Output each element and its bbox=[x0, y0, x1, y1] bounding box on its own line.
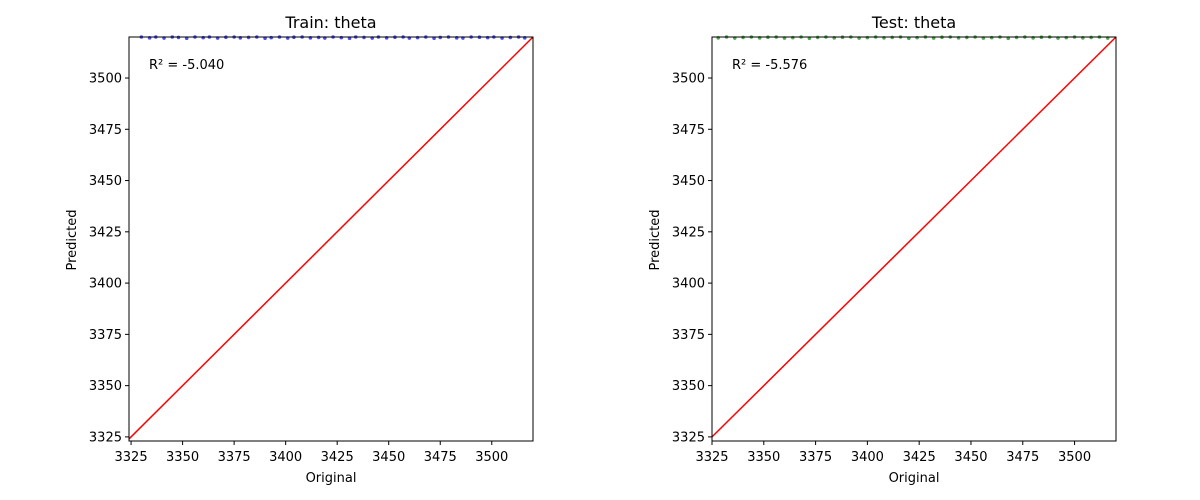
test-y-tick-label: 3500 bbox=[672, 72, 705, 87]
test-x-tick-label: 3350 bbox=[747, 450, 780, 465]
train-y-tick-label: 3450 bbox=[89, 174, 122, 189]
train-chart-title: Train: theta bbox=[284, 13, 376, 32]
train-plot-area bbox=[128, 35, 534, 442]
train-data-point bbox=[269, 35, 274, 40]
train-axes-frame bbox=[128, 36, 534, 442]
train-y-tick-label: 3325 bbox=[89, 430, 122, 445]
test-y-tick-label: 3400 bbox=[672, 277, 705, 292]
test-y-tick-label: 3475 bbox=[672, 123, 705, 138]
train-data-point bbox=[485, 35, 490, 40]
train-x-tick-label: 3375 bbox=[218, 450, 251, 465]
train-data-point bbox=[415, 35, 420, 40]
train-r2-annotation: R² = -5.040 bbox=[149, 58, 224, 73]
test-plot-area bbox=[711, 35, 1117, 442]
test-x-tick-label: 3450 bbox=[954, 450, 987, 465]
test-panel: Test: theta Original Predicted 3325 3350 3… bbox=[648, 13, 1117, 486]
train-y-tick-label: 3475 bbox=[89, 123, 122, 138]
train-x-tick-label: 3475 bbox=[424, 450, 457, 465]
test-y-tick-label: 3450 bbox=[672, 174, 705, 189]
train-x-tick-label: 3325 bbox=[115, 450, 148, 465]
test-data-point bbox=[791, 35, 795, 40]
train-x-tick-label: 3500 bbox=[475, 450, 508, 465]
train-x-ticks: 3325 3350 3375 3400 3425 3450 3475 3500 bbox=[115, 441, 508, 465]
test-x-axis-label: Original bbox=[889, 471, 940, 486]
train-y-tick-label: 3350 bbox=[89, 379, 122, 394]
test-y-tick-label: 3325 bbox=[672, 430, 705, 445]
test-y-tick-label: 3375 bbox=[672, 328, 705, 343]
train-y-axis-label: Predicted bbox=[65, 209, 80, 270]
test-chart-title: Test: theta bbox=[871, 13, 956, 32]
train-reference-line-layer bbox=[128, 36, 534, 440]
test-r2-annotation: R² = -5.576 bbox=[732, 58, 807, 73]
test-y-axis-label: Predicted bbox=[648, 209, 663, 270]
train-x-tick-label: 3400 bbox=[269, 450, 302, 465]
test-x-tick-label: 3475 bbox=[1006, 450, 1039, 465]
test-y-tick-label: 3350 bbox=[672, 379, 705, 394]
test-x-tick-label: 3425 bbox=[903, 450, 936, 465]
test-x-tick-label: 3500 bbox=[1058, 450, 1091, 465]
test-x-ticks: 3325 3350 3375 3400 3425 3450 3475 3500 bbox=[695, 441, 1091, 465]
test-y-ticks: 3325 3350 3375 3400 3425 3450 3475 3500 bbox=[672, 72, 712, 445]
train-y-tick-label: 3500 bbox=[89, 72, 122, 87]
test-data-point bbox=[989, 35, 994, 40]
train-data-point bbox=[201, 35, 206, 40]
test-data-point bbox=[915, 35, 919, 40]
train-y-tick-label: 3425 bbox=[89, 225, 122, 240]
test-data-point bbox=[1064, 35, 1069, 40]
test-data-point bbox=[865, 35, 870, 40]
test-x-tick-label: 3400 bbox=[851, 450, 884, 465]
train-data-point bbox=[339, 35, 344, 40]
train-y-tick-label: 3400 bbox=[89, 277, 122, 292]
train-x-tick-label: 3350 bbox=[166, 450, 199, 465]
test-reference-line bbox=[711, 36, 1117, 438]
test-x-tick-label: 3325 bbox=[695, 450, 728, 465]
test-y-tick-label: 3425 bbox=[672, 225, 705, 240]
train-reference-line bbox=[128, 36, 534, 440]
test-x-tick-label: 3375 bbox=[799, 450, 832, 465]
train-panel: Train: theta Original Predicted 3325 3350… bbox=[65, 13, 534, 486]
test-axes-frame bbox=[711, 36, 1117, 442]
test-reference-line-layer bbox=[711, 36, 1117, 438]
train-y-tick-label: 3375 bbox=[89, 328, 122, 343]
train-y-ticks: 3325 3350 3375 3400 3425 3450 3475 3500 bbox=[89, 72, 129, 445]
train-x-tick-label: 3450 bbox=[372, 450, 405, 465]
train-x-tick-label: 3425 bbox=[321, 450, 354, 465]
train-x-axis-label: Original bbox=[306, 471, 357, 486]
